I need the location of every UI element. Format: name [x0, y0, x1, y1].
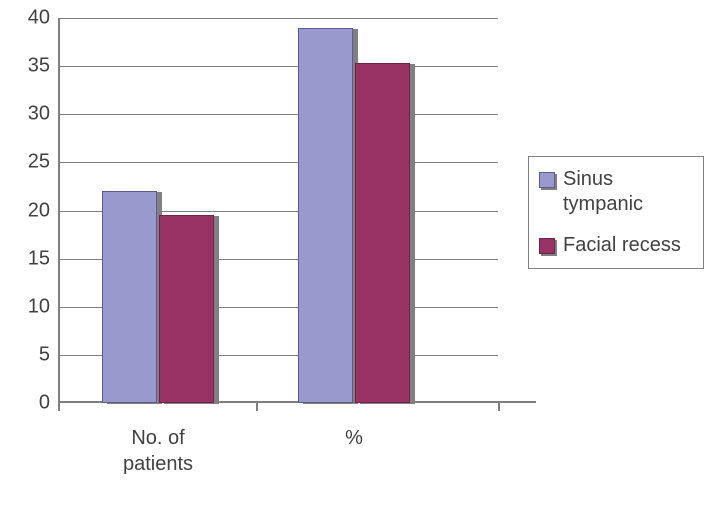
bar — [298, 28, 353, 403]
gridline — [58, 18, 498, 19]
x-tick-mark — [256, 403, 258, 411]
chart-container: 0510152025303540No. of patients% Sinus t… — [0, 0, 717, 505]
bar — [159, 215, 214, 403]
gridline — [58, 162, 498, 163]
y-tick-label: 0 — [39, 392, 50, 415]
y-axis — [58, 18, 60, 403]
plot-area: 0510152025303540No. of patients% — [58, 18, 498, 403]
legend-label: Sinus tympanic — [563, 167, 693, 217]
gridline — [58, 114, 498, 115]
x-axis-extension — [498, 401, 536, 403]
x-tick-label: No. of patients — [78, 425, 238, 477]
legend: Sinus tympanic Facial recess — [528, 156, 704, 269]
y-tick-label: 40 — [28, 7, 50, 30]
x-tick-mark — [58, 403, 60, 411]
legend-label: Facial recess — [563, 233, 693, 258]
y-tick-label: 30 — [28, 103, 50, 126]
y-tick-label: 20 — [28, 199, 50, 222]
bar — [355, 63, 410, 403]
legend-swatch — [539, 238, 555, 254]
gridline — [58, 66, 498, 67]
x-tick-label: % — [274, 425, 434, 451]
legend-swatch — [539, 172, 555, 188]
legend-item: Sinus tympanic — [539, 167, 693, 217]
legend-item: Facial recess — [539, 233, 693, 258]
x-tick-mark — [498, 403, 500, 411]
y-tick-label: 25 — [28, 151, 50, 174]
y-tick-label: 15 — [28, 247, 50, 270]
bar — [102, 191, 157, 403]
y-tick-label: 35 — [28, 55, 50, 78]
y-tick-label: 5 — [39, 343, 50, 366]
y-tick-label: 10 — [28, 295, 50, 318]
